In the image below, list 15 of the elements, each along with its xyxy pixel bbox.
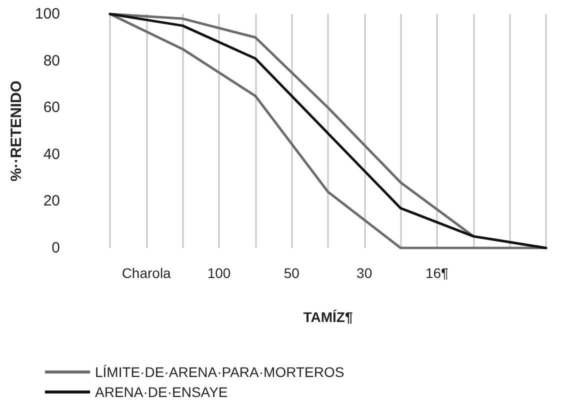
x-tick-label: Charola [122,265,172,281]
y-tick-label: 40 [43,146,60,163]
y-tick-label: 60 [43,99,60,116]
x-tick-label: 100 [207,265,231,281]
x-tick-label: 50 [284,265,300,281]
y-tick-label: 100 [34,6,60,22]
x-tick-label: 16¶ [425,265,449,281]
y-tick-label: 0 [52,240,60,256]
y-axis-title: %··RETENIDO [8,80,26,182]
x-axis-title: TAMÍZ¶ [303,309,353,325]
legend-label: LÍMITE·DE·ARENA·PARA·MORTEROS [95,364,344,380]
legend-label: ARENA·DE·ENSAYE [95,384,228,400]
x-tick-label: 30 [356,265,372,281]
y-tick-label: 20 [43,192,60,210]
y-tick-label: 80 [43,52,60,70]
